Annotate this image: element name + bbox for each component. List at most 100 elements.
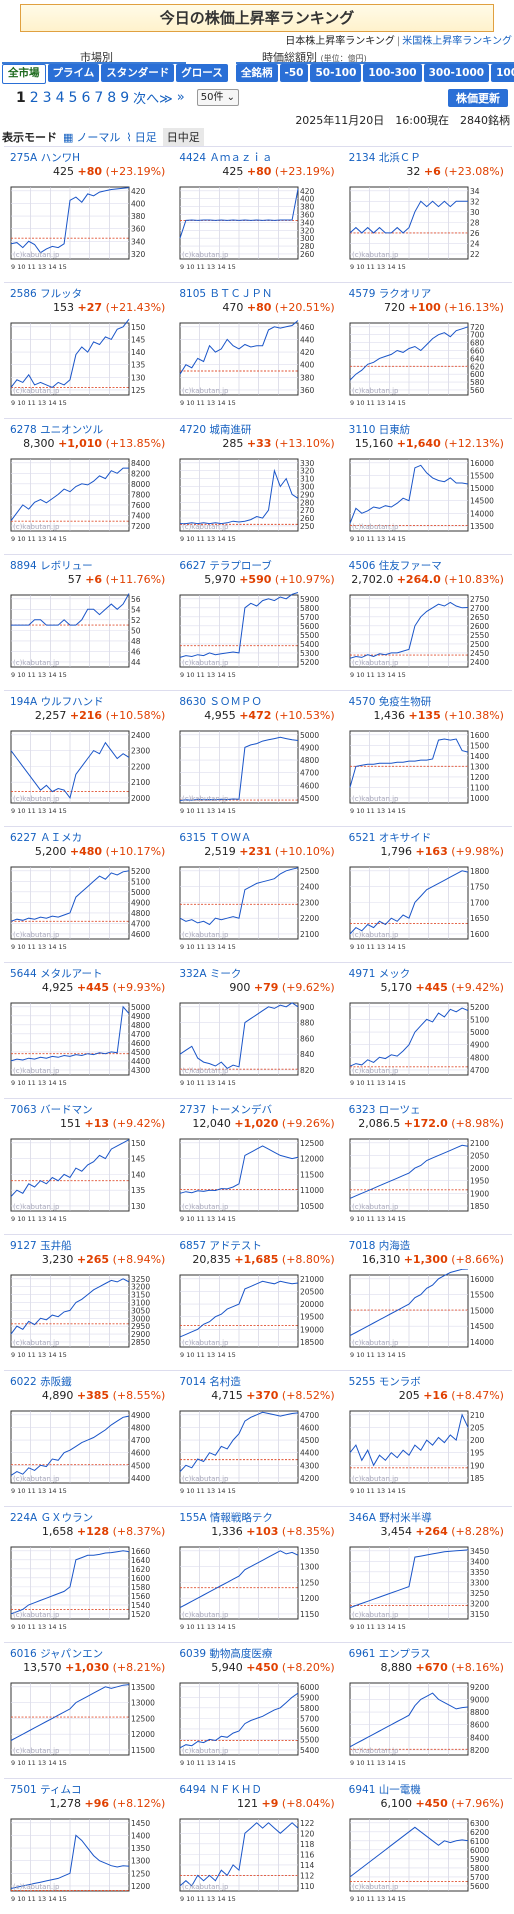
- stock-name-link[interactable]: 5255 モンラボ: [349, 1374, 421, 1389]
- page-link-7[interactable]: 7: [94, 89, 104, 106]
- next-page-link[interactable]: 次へ≫: [133, 92, 173, 107]
- mode-option-1[interactable]: ⌇ 日足: [126, 129, 156, 145]
- intraday-chart[interactable]: 420 400 380 360 340 320 300 280 260 (c)kabutan.jp…: [179, 181, 332, 273]
- stock-name-link[interactable]: 7501 ティムコ: [10, 1782, 81, 1797]
- stock-name-link[interactable]: 275A ハンワH: [10, 150, 80, 165]
- page-link-4[interactable]: 4: [55, 89, 65, 106]
- intraday-chart[interactable]: 56 54 52 50 48 46 44 (c)kabutan.jp 9 10 11 13 14…: [10, 589, 163, 681]
- cap-tab-1[interactable]: -50: [279, 64, 309, 82]
- stock-name-link[interactable]: 6323 ローツェ: [349, 1102, 421, 1117]
- intraday-chart[interactable]: 5000 4900 4800 4700 4600 4500 (c)kabutan.jp 9 1…: [179, 725, 332, 817]
- cap-tab-0[interactable]: 全銘柄: [236, 64, 278, 82]
- intraday-chart[interactable]: 4900 4800 4700 4600 4500 4400 (c)kabutan.jp 9 1…: [10, 1405, 163, 1497]
- stock-name-link[interactable]: 346A 野村米半導: [349, 1510, 432, 1525]
- us-ranking-link[interactable]: 米国株上昇率ランキング: [402, 36, 512, 47]
- intraday-chart[interactable]: 2400 2300 2200 2100 2000 (c)kabutan.jp 9 10 11…: [10, 725, 163, 817]
- stock-name-link[interactable]: 4424 Ａｍａｚｉａ: [179, 150, 272, 165]
- intraday-chart[interactable]: 210 205 200 195 190 185 (c)kabutan.jp 9 10 11 1…: [349, 1405, 502, 1497]
- stock-name-link[interactable]: 4971 メック: [349, 966, 411, 981]
- intraday-chart[interactable]: 150 145 140 135 130 125 (c)kabutan.jp 9 10 11 1…: [10, 317, 163, 409]
- stock-name-link[interactable]: 6315 ＴＯＷＡ: [179, 830, 251, 845]
- stock-name-link[interactable]: 5644 メタルアート: [10, 966, 102, 981]
- stock-name-link[interactable]: 6941 山一電機: [349, 1782, 421, 1797]
- intraday-chart[interactable]: 4700 4600 4500 4400 4300 4200 (c)kabutan.jp 9 1…: [179, 1405, 332, 1497]
- stock-name-link[interactable]: 4720 城南進研: [179, 422, 251, 437]
- stock-name-link[interactable]: 9127 玉井船: [10, 1238, 72, 1253]
- intraday-chart[interactable]: 3450 3400 3350 3300 3250 3200 3150 (c)kabutan.j…: [349, 1541, 502, 1633]
- intraday-chart[interactable]: 150 145 140 135 130 (c)kabutan.jp 9 10 11 13 1…: [10, 1133, 163, 1225]
- stock-name-link[interactable]: 4570 免疫生物研: [349, 694, 432, 709]
- intraday-chart[interactable]: 9200 9000 8800 8600 8400 8200 (c)kabutan.jp 9 1…: [349, 1677, 502, 1769]
- stock-name-link[interactable]: 224A ＧＸウラン: [10, 1510, 93, 1525]
- stock-name-link[interactable]: 2134 北浜ＣＰ: [349, 150, 421, 165]
- intraday-chart[interactable]: 5000 4900 4800 4700 4600 4500 4400 4300 (c)kabut…: [10, 997, 163, 1089]
- per-page-select[interactable]: 50件 ⌄: [196, 89, 240, 106]
- intraday-chart[interactable]: 6300 6200 6100 6000 5900 5800 5700 5600 (c)kabut…: [349, 1813, 502, 1905]
- stock-name-link[interactable]: 7014 名村造: [179, 1374, 241, 1389]
- intraday-chart[interactable]: 21000 20500 20000 19500 19000 18500 (c)kabutan…: [179, 1269, 332, 1361]
- mode-option-2[interactable]: 日中足: [162, 128, 204, 146]
- stock-name-link[interactable]: 6857 アドテスト: [179, 1238, 262, 1253]
- mode-option-0[interactable]: ▦ ノーマル: [63, 129, 120, 145]
- stock-name-link[interactable]: 6521 オキサイド: [349, 830, 432, 845]
- intraday-chart[interactable]: 34 32 30 28 26 24 22 (c)kabutan.jp 9 10 11 13 14…: [349, 181, 502, 273]
- intraday-chart[interactable]: 1660 1640 1620 1600 1580 1560 1540 1520 (c)kabut…: [10, 1541, 163, 1633]
- stock-name-link[interactable]: 6627 テラプローブ: [179, 558, 271, 573]
- intraday-chart[interactable]: 1350 1300 1250 1200 1150 (c)kabutan.jp 9 10 11…: [179, 1541, 332, 1633]
- cap-tab-2[interactable]: 50-100: [310, 64, 362, 82]
- intraday-chart[interactable]: 6000 5900 5800 5700 5600 5500 5400 (c)kabutan.j…: [179, 1677, 332, 1769]
- intraday-chart[interactable]: 420 400 380 360 340 320 (c)kabutan.jp 9 10 11 1…: [10, 181, 163, 273]
- intraday-chart[interactable]: 122 120 118 116 114 112 110 (c)kabutan.jp 9 10 1…: [179, 1813, 332, 1905]
- market-tab-1[interactable]: プライム: [47, 64, 100, 82]
- intraday-chart[interactable]: 5900 5800 5700 5600 5500 5400 5300 5200 (c)kabut…: [179, 589, 332, 681]
- market-tab-0[interactable]: 全市場: [2, 64, 46, 84]
- market-tab-3[interactable]: グロース: [176, 64, 228, 82]
- stock-name-link[interactable]: 332A ミーク: [179, 966, 241, 981]
- stock-name-link[interactable]: 155A 情報戦略テク: [179, 1510, 273, 1525]
- intraday-chart[interactable]: 2750 2700 2650 2600 2550 2500 2450 2400 (c)kabut…: [349, 589, 502, 681]
- stock-name-link[interactable]: 7063 バードマン: [10, 1102, 93, 1117]
- stock-name-link[interactable]: 4506 住友ファーマ: [349, 558, 442, 573]
- stock-name-link[interactable]: 194A ウルフハンド: [10, 694, 104, 709]
- last-page-link[interactable]: »: [176, 90, 185, 105]
- intraday-chart[interactable]: 3250 3200 3150 3100 3050 3000 2950 2900 2850 (c)k…: [10, 1269, 163, 1361]
- cap-tab-3[interactable]: 100-300: [363, 64, 422, 82]
- cap-tab-5[interactable]: 1000-: [491, 64, 514, 82]
- stock-name-link[interactable]: 3110 日東紡: [349, 422, 411, 437]
- stock-name-link[interactable]: 8105 ＢＴＣＪＰＮ: [179, 286, 272, 301]
- jp-ranking-link[interactable]: 日本株上昇率ランキング: [285, 36, 395, 47]
- page-link-5[interactable]: 5: [68, 89, 78, 106]
- intraday-chart[interactable]: 1600 1500 1400 1300 1200 1100 1000 (c)kabutan.j…: [349, 725, 502, 817]
- intraday-chart[interactable]: 13500 13000 12500 12000 11500 (c)kabutan.jp 9 …: [10, 1677, 163, 1769]
- stock-name-link[interactable]: 2737 トーメンデバ: [179, 1102, 272, 1117]
- stock-name-link[interactable]: 8630 ＳＯＭＰＯ: [179, 694, 262, 709]
- stock-name-link[interactable]: 6961 エンプラス: [349, 1646, 431, 1661]
- intraday-chart[interactable]: 1450 1400 1350 1300 1250 1200 (c)kabutan.jp 9 1…: [10, 1813, 163, 1905]
- update-prices-button[interactable]: 株価更新: [448, 89, 508, 107]
- intraday-chart[interactable]: 16000 15500 15000 14500 14000 (c)kabutan.jp 9 …: [349, 1269, 502, 1361]
- stock-name-link[interactable]: 6022 赤阪鐵: [10, 1374, 72, 1389]
- stock-name-link[interactable]: 6227 ＡＩメカ: [10, 830, 82, 845]
- stock-name-link[interactable]: 7018 内海造: [349, 1238, 411, 1253]
- intraday-chart[interactable]: 1800 1750 1700 1650 1600 (c)kabutan.jp 9 10 11…: [349, 861, 502, 953]
- market-tab-2[interactable]: スタンダード: [101, 64, 175, 82]
- intraday-chart[interactable]: 330 320 310 300 290 280 270 260 250 (c)kabutan.jp…: [179, 453, 332, 545]
- page-link-9[interactable]: 9: [120, 89, 130, 106]
- intraday-chart[interactable]: 5200 5100 5000 4900 4800 4700 4600 (c)kabutan.j…: [10, 861, 163, 953]
- stock-name-link[interactable]: 6278 ユニオンツル: [10, 422, 103, 437]
- stock-name-link[interactable]: 2586 フルッタ: [10, 286, 82, 301]
- page-link-3[interactable]: 3: [42, 89, 52, 106]
- intraday-chart[interactable]: 460 440 420 400 380 360 (c)kabutan.jp 9 10 11 1…: [179, 317, 332, 409]
- stock-name-link[interactable]: 6039 動物高度医療: [179, 1646, 272, 1661]
- stock-name-link[interactable]: 6494 ＮＦＫＨＤ: [179, 1782, 262, 1797]
- page-link-6[interactable]: 6: [81, 89, 91, 106]
- intraday-chart[interactable]: 900 880 860 840 820 (c)kabutan.jp 9 10 11 13 1…: [179, 997, 332, 1089]
- intraday-chart[interactable]: 16000 15500 15000 14500 14000 13500 (c)kabutan…: [349, 453, 502, 545]
- page-link-2[interactable]: 2: [29, 89, 39, 106]
- intraday-chart[interactable]: 8400 8200 8000 7800 7600 7400 7200 (c)kabutan.j…: [10, 453, 163, 545]
- stock-name-link[interactable]: 8894 レボリュー: [10, 558, 93, 573]
- stock-name-link[interactable]: 6016 ジャパンエン: [10, 1646, 103, 1661]
- intraday-chart[interactable]: 720 700 680 660 640 620 600 580 560 (c)kabutan.jp…: [349, 317, 502, 409]
- intraday-chart[interactable]: 2100 2050 2000 1950 1900 1850 (c)kabutan.jp 9 1…: [349, 1133, 502, 1225]
- cap-tab-4[interactable]: 300-1000: [423, 64, 490, 82]
